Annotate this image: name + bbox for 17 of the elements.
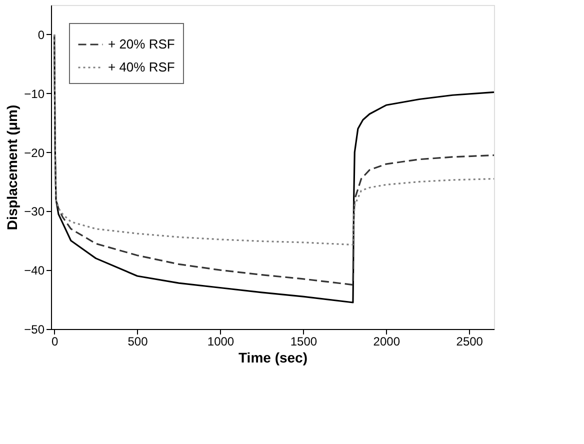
y-tick-label: −30	[24, 204, 45, 219]
y-tick-label: −40	[24, 264, 45, 278]
x-tick-label: 500	[128, 334, 148, 348]
y-tick-label: −10	[24, 86, 45, 101]
y-tick-label: −50	[24, 322, 45, 336]
y-axis-title: Displacement (μm)	[4, 104, 20, 230]
legend-label: + 40% RSF	[108, 60, 175, 74]
x-tick-label: 1500	[290, 334, 318, 348]
x-tick-label: 2500	[456, 334, 484, 348]
x-tick-label: 0	[51, 334, 58, 348]
y-tick-label: 0	[38, 28, 45, 42]
legend-label: + 20% RSF	[108, 36, 175, 52]
x-tick-label: 2000	[373, 334, 400, 348]
x-axis-title: Time (sec)	[238, 350, 308, 366]
line-series	[54, 34, 495, 246]
x-tick-label: 1000	[207, 334, 234, 348]
y-tick-label: −20	[24, 146, 45, 160]
